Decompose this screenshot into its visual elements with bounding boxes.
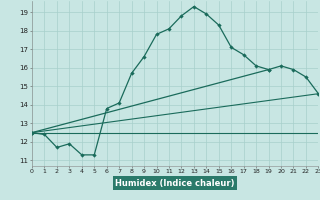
X-axis label: Humidex (Indice chaleur): Humidex (Indice chaleur): [116, 179, 235, 188]
